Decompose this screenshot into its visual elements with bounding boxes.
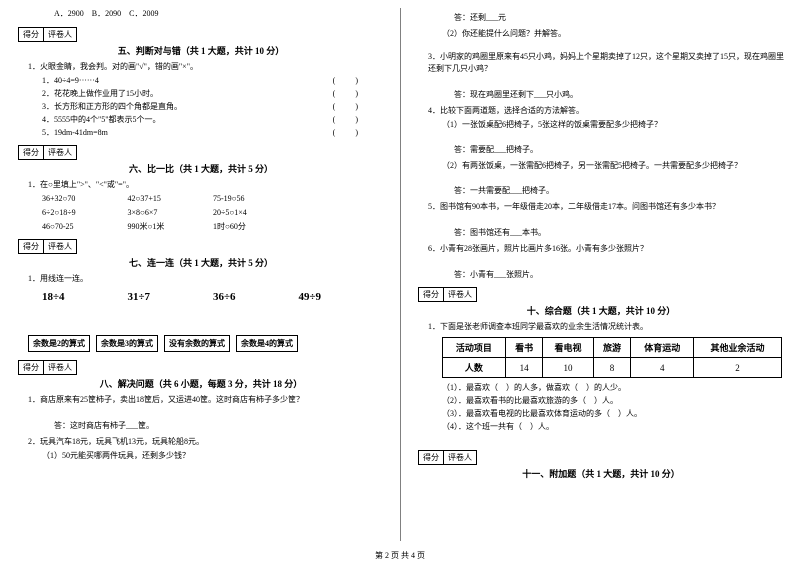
section10-title: 十、综合题（共 1 大题，共计 10 分） [418, 304, 784, 317]
td: 人数 [443, 358, 506, 378]
score-box-10: 得分 评卷人 [418, 287, 784, 302]
math-row: 18÷4 31÷7 36÷6 49÷9 [42, 291, 384, 303]
paren: ( ) [333, 75, 364, 87]
q8-1: 1．商店原来有25筐柿子，卖出18筐后，又运进40筐。这时商店有柿子多少筐？ [28, 394, 384, 406]
section5-title: 五、判断对与错（共 1 大题，共计 10 分） [18, 44, 384, 57]
section5-lead: 1．火眼金睛，我会判。对的画"√"，错的画"×"。 [28, 61, 384, 73]
a8-5: 答：图书馆还有___本书。 [454, 227, 784, 239]
td: 8 [593, 358, 631, 378]
a8-4-1: 答：需要配___把椅子。 [454, 144, 784, 156]
mc-options: A．2900 B．2090 C．2009 [54, 8, 384, 19]
tf-item: 5．19dm-41dm=8m( ) [42, 127, 384, 139]
q8-3: 3．小明家的鸡圈里原来有45只小鸡，妈妈上个星期卖掉了12只，这个星期又卖掉了1… [428, 51, 784, 75]
td: 4 [631, 358, 694, 378]
q8-2-1: （1）50元能买哪两件玩具，还剩多少钱？ [42, 450, 384, 462]
tf-item: 2．花花晚上做作业用了15小时。( ) [42, 88, 384, 100]
compare-row: 6÷2○18÷9 3×8○6×7 20÷5○1×4 [42, 207, 384, 220]
tf-item: 3．长方形和正方形的四个角都是直角。( ) [42, 101, 384, 113]
a8-2: 答：还剩___元 [454, 12, 784, 24]
section11-title: 十一、附加题（共 1 大题，共计 10 分） [418, 467, 784, 480]
section6-lead: 1．在○里填上">"、"<"或"="。 [28, 179, 384, 191]
tag: 余数是4的算式 [236, 335, 298, 352]
th: 看书 [505, 338, 543, 358]
compare-row: 36+32○70 42○37+15 75-19○56 [42, 193, 384, 206]
score-box-7: 得分 评卷人 [18, 239, 384, 254]
q8-2-2: （2）你还能提什么问题？并解答。 [442, 28, 784, 40]
paren: ( ) [333, 88, 364, 100]
th: 活动项目 [443, 338, 506, 358]
th: 看电视 [543, 338, 593, 358]
mc-a: A．2900 [54, 9, 84, 18]
mc-b: B．2090 [92, 9, 121, 18]
score-box-6: 得分 评卷人 [18, 145, 384, 160]
stats-table: 活动项目 看书 看电视 旅游 体育运动 其他业余活动 人数 14 10 8 4 … [442, 337, 782, 378]
mc-c: C．2009 [129, 9, 158, 18]
score-box-5: 得分 评卷人 [18, 27, 384, 42]
left-column: A．2900 B．2090 C．2009 得分 评卷人 五、判断对与错（共 1 … [0, 0, 400, 565]
td: 2 [694, 358, 782, 378]
score-box-11: 得分 评卷人 [418, 450, 784, 465]
a8-1: 答：这时商店有柿子___筐。 [54, 420, 384, 432]
table-row: 活动项目 看书 看电视 旅游 体育运动 其他业余活动 [443, 338, 782, 358]
tf-item: 1．40÷4=9······4( ) [42, 75, 384, 87]
tag-row: 余数是2的算式 余数是3的算式 没有余数的算式 余数是4的算式 [28, 335, 384, 352]
th: 体育运动 [631, 338, 694, 358]
s10-sub: （1）．最喜欢（ ）的人多，做喜欢（ ）的人少。 [442, 382, 784, 394]
td: 10 [543, 358, 593, 378]
score-label: 得分 [18, 27, 44, 42]
section10-lead: 1．下面是张老师调查本班同学最喜欢的业余生活情况统计表。 [428, 321, 784, 333]
a8-3: 答：现在鸡圈里还剩下___只小鸡。 [454, 89, 784, 101]
a8-6: 答：小青有___张照片。 [454, 269, 784, 281]
a8-4-2: 答：一共需要配___把椅子。 [454, 185, 784, 197]
th: 其他业余活动 [694, 338, 782, 358]
section6-title: 六、比一比（共 1 大题，共计 5 分） [18, 162, 384, 175]
q8-4-1: （1）一张饭桌配6把椅子，5张这样的饭桌需要配多少把椅子？ [442, 119, 784, 131]
score-box-8: 得分 评卷人 [18, 360, 384, 375]
td: 14 [505, 358, 543, 378]
table-row: 人数 14 10 8 4 2 [443, 358, 782, 378]
paren: ( ) [333, 114, 364, 126]
paren: ( ) [333, 127, 364, 139]
paren: ( ) [333, 101, 364, 113]
tag: 没有余数的算式 [164, 335, 230, 352]
q8-4: 4．比较下面两道题，选择合适的方法解答。 [428, 105, 784, 117]
q8-6: 6．小青有28张画片，照片比画片多16张。小青有多少张照片？ [428, 243, 784, 255]
page-number: 第 2 页 共 4 页 [375, 550, 425, 561]
section7-title: 七、连一连（共 1 大题，共计 5 分） [18, 256, 384, 269]
tf-item: 4．5555中的4个"5"都表示5个一。( ) [42, 114, 384, 126]
q8-4-2: （2）有两张饭桌，一张需配6把椅子，另一张需配5把椅子。一共需要配多少把椅子？ [442, 160, 784, 172]
s10-sub: （2）．最喜欢看书的比最喜欢旅游的多（ ）人。 [442, 395, 784, 407]
q8-2: 2．玩具汽车18元，玩具飞机13元，玩具轮船8元。 [28, 436, 384, 448]
tag: 余数是2的算式 [28, 335, 90, 352]
s10-sub: （3）．最喜欢看电视的比最喜欢体育运动的多（ ）人。 [442, 408, 784, 420]
th: 旅游 [593, 338, 631, 358]
reviewer-label: 评卷人 [43, 27, 77, 42]
s10-sub: （4）．这个班一共有（ ）人。 [442, 421, 784, 433]
right-column: 答：还剩___元 （2）你还能提什么问题？并解答。 3．小明家的鸡圈里原来有45… [400, 0, 800, 565]
section8-title: 八、解决问题（共 6 小题，每题 3 分，共计 18 分） [18, 377, 384, 390]
compare-row: 46○70-25 990米○1米 1时○60分 [42, 221, 384, 234]
q8-5: 5．图书馆有90本书，一年级借走20本，二年级借走17本。问图书馆还有多少本书？ [428, 201, 784, 213]
tag: 余数是3的算式 [96, 335, 158, 352]
section7-lead: 1．用线连一连。 [28, 273, 384, 285]
